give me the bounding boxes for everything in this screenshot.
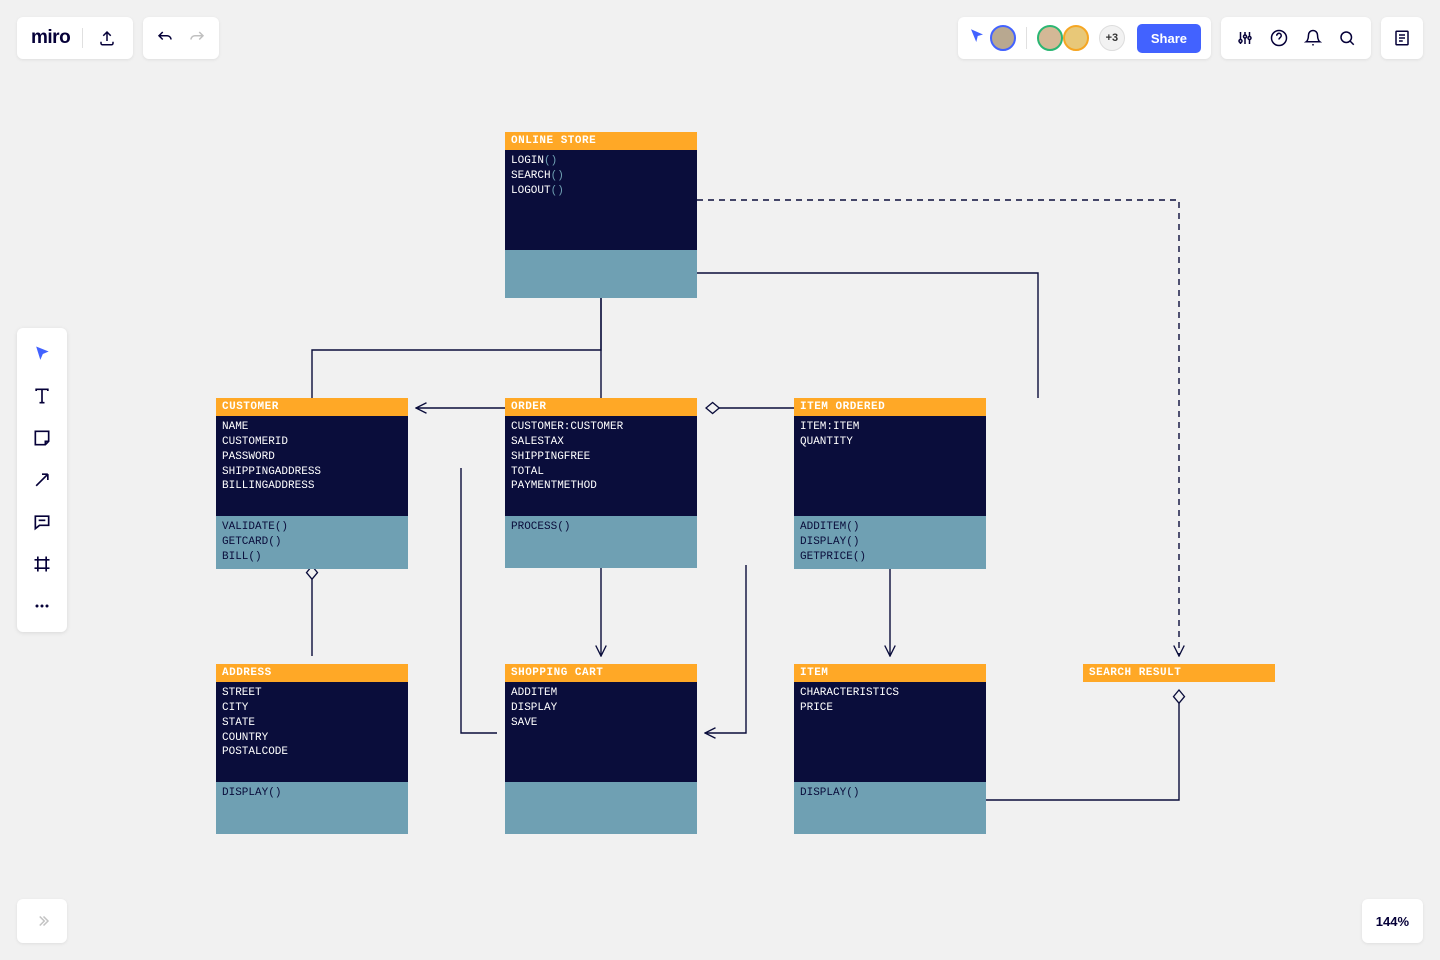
divider — [82, 28, 83, 48]
uml-methods: VALIDATE()GETCARD()BILL() — [216, 516, 408, 569]
uml-class-customer[interactable]: CUSTOMERNAMECUSTOMERIDPASSWORDSHIPPINGAD… — [216, 398, 408, 569]
avatar[interactable] — [1063, 25, 1089, 51]
uml-methods: DISPLAY() — [216, 782, 408, 834]
uml-class-search-result[interactable]: SEARCH RESULT — [1083, 664, 1275, 682]
divider — [1026, 27, 1027, 49]
uml-attributes: LOGIN()SEARCH()LOGOUT() — [505, 150, 697, 250]
uml-attributes: ADDITEMDISPLAYSAVE — [505, 682, 697, 782]
share-button[interactable]: Share — [1137, 24, 1201, 53]
undo-redo-box — [143, 17, 219, 59]
uml-class-title: ITEM — [794, 664, 986, 682]
uml-class-title: ITEM ORDERED — [794, 398, 986, 416]
more-tool[interactable] — [22, 586, 62, 626]
bell-icon[interactable] — [1297, 22, 1329, 54]
text-tool[interactable] — [22, 376, 62, 416]
notes-button[interactable] — [1381, 17, 1423, 59]
uml-class-title: ORDER — [505, 398, 697, 416]
uml-class-item[interactable]: ITEMCHARACTERISTICSPRICEDISPLAY() — [794, 664, 986, 834]
uml-methods — [505, 250, 697, 298]
left-toolbar — [17, 328, 67, 632]
zoom-level[interactable]: 144% — [1362, 899, 1423, 943]
sticky-tool[interactable] — [22, 418, 62, 458]
expand-button[interactable] — [17, 899, 67, 943]
collaborators-box: +3 Share — [958, 17, 1211, 59]
uml-attributes: ITEM:ITEMQUANTITY — [794, 416, 986, 516]
uml-class-title: SEARCH RESULT — [1083, 664, 1275, 682]
arrow-tool[interactable] — [22, 460, 62, 500]
avatar[interactable] — [990, 25, 1016, 51]
uml-class-title: ONLINE STORE — [505, 132, 697, 150]
comment-tool[interactable] — [22, 502, 62, 542]
settings-icon[interactable] — [1229, 22, 1261, 54]
uml-class-online-store[interactable]: ONLINE STORELOGIN()SEARCH()LOGOUT() — [505, 132, 697, 298]
uml-class-title: CUSTOMER — [216, 398, 408, 416]
undo-icon[interactable] — [153, 26, 177, 50]
help-icon[interactable] — [1263, 22, 1295, 54]
frame-tool[interactable] — [22, 544, 62, 584]
logo-box: miro — [17, 17, 133, 59]
uml-methods: DISPLAY() — [794, 782, 986, 834]
topbar-right: +3 Share — [958, 17, 1423, 59]
uml-methods: PROCESS() — [505, 516, 697, 568]
canvas[interactable]: ONLINE STORELOGIN()SEARCH()LOGOUT() CUSTO… — [0, 0, 1440, 960]
tools-box — [1221, 17, 1371, 59]
app-logo: miro — [31, 27, 70, 49]
uml-attributes: CHARACTERISTICSPRICE — [794, 682, 986, 782]
search-icon[interactable] — [1331, 22, 1363, 54]
cursor-icon[interactable] — [968, 27, 986, 50]
uml-methods: ADDITEM()DISPLAY()GETPRICE() — [794, 516, 986, 569]
uml-class-item-ordered[interactable]: ITEM ORDEREDITEM:ITEMQUANTITYADDITEM()DI… — [794, 398, 986, 569]
uml-class-title: SHOPPING CART — [505, 664, 697, 682]
uml-class-order[interactable]: ORDERCUSTOMER:CUSTOMERSALESTAXSHIPPINGFR… — [505, 398, 697, 568]
uml-attributes: STREETCITYSTATECOUNTRYPOSTALCODE — [216, 682, 408, 782]
uml-class-title: ADDRESS — [216, 664, 408, 682]
uml-class-shopping-cart[interactable]: SHOPPING CARTADDITEMDISPLAYSAVE — [505, 664, 697, 834]
avatar[interactable] — [1037, 25, 1063, 51]
uml-methods — [505, 782, 697, 834]
redo-icon[interactable] — [185, 26, 209, 50]
select-tool[interactable] — [22, 334, 62, 374]
upload-icon[interactable] — [95, 26, 119, 50]
uml-attributes: CUSTOMER:CUSTOMERSALESTAXSHIPPINGFREETOT… — [505, 416, 697, 516]
topbar-left: miro — [17, 17, 219, 59]
avatar-more[interactable]: +3 — [1099, 25, 1125, 51]
uml-class-address[interactable]: ADDRESSSTREETCITYSTATECOUNTRYPOSTALCODED… — [216, 664, 408, 834]
uml-attributes: NAMECUSTOMERIDPASSWORDSHIPPINGADDRESSBIL… — [216, 416, 408, 516]
